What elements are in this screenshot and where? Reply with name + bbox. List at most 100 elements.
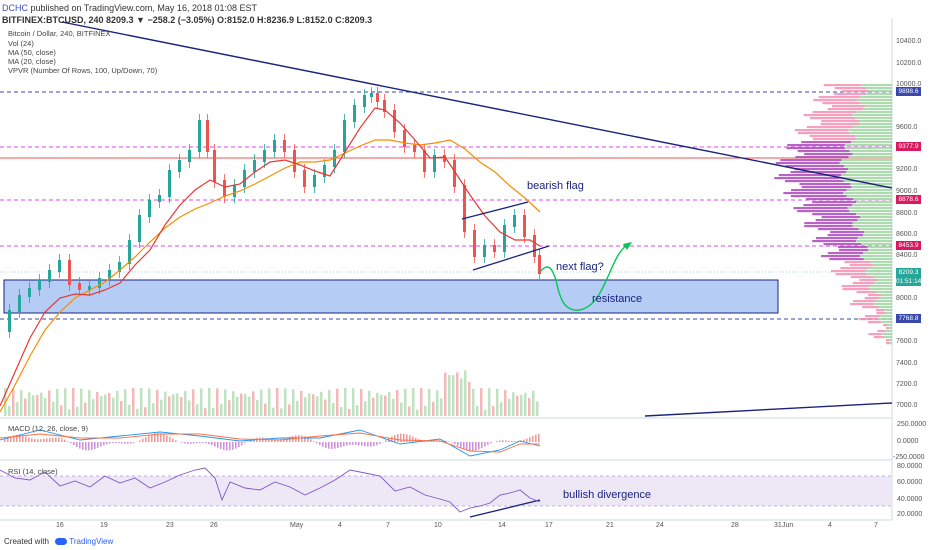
volume-bar (500, 402, 503, 416)
time-tick: May (290, 522, 304, 529)
time-tick: 31 (774, 522, 782, 529)
volume-bar (56, 388, 59, 416)
tradingview-brand-link[interactable]: TradingView (69, 537, 114, 546)
macd-histogram-bar (232, 442, 234, 450)
macd-histogram-bar (97, 442, 99, 448)
vpvr-bar-down (841, 285, 870, 288)
projection-path (539, 243, 629, 311)
macd-histogram-bar (151, 434, 153, 442)
volume-legend[interactable]: Vol (24) (8, 39, 34, 48)
bearish-flag-label[interactable]: bearish flag (527, 180, 584, 192)
vpvr-bar-up (879, 315, 892, 318)
ma20-legend[interactable]: MA (20, close) (8, 57, 56, 66)
macd-histogram-bar (19, 435, 21, 442)
macd-histogram-bar (481, 442, 483, 449)
macd-histogram-bar (496, 440, 498, 442)
macd-histogram-bar (79, 442, 81, 449)
candle-body (353, 105, 356, 122)
vpvr-bar-up (839, 162, 892, 165)
macd-histogram-bar (130, 442, 132, 444)
vpvr-bar-up (849, 210, 892, 213)
macd-histogram-bar (376, 442, 378, 446)
vpvr-bar-down (827, 108, 864, 111)
symbol-title[interactable]: Bitcoin / Dollar, 240, BITFINEX (8, 29, 111, 38)
candle-body (243, 170, 246, 187)
candle-body (58, 260, 61, 272)
created-with-text: Created with (4, 537, 49, 546)
macd-histogram-bar (271, 438, 273, 442)
macd-histogram-bar (211, 442, 213, 446)
macd-histogram-bar (7, 437, 9, 442)
rsi-band (0, 476, 892, 506)
volume-bar (172, 394, 175, 416)
macd-legend[interactable]: MACD (12, 26, close, 9) (8, 424, 89, 433)
volume-bar (36, 394, 39, 416)
vpvr-bar-down (833, 93, 866, 96)
time-tick: 21 (606, 522, 614, 529)
vpvr-bar-up (861, 243, 892, 246)
volume-bar (492, 406, 495, 416)
resistance-label[interactable]: resistance (592, 293, 643, 305)
ma50-legend[interactable]: MA (50, close) (8, 48, 56, 57)
vpvr-legend[interactable]: VPVR (Number Of Rows, 100, Up/Down, 70) (8, 66, 158, 75)
macd-histogram-bar (142, 438, 144, 442)
macd-histogram-bar (145, 437, 147, 442)
macd-histogram-bar (532, 435, 534, 442)
macd-histogram-bar (358, 442, 360, 446)
volume-bar (264, 403, 267, 416)
macd-histogram-bar (10, 436, 12, 442)
volume-bar (156, 389, 159, 416)
volume-bar (44, 398, 47, 416)
rsi-divergence-line[interactable] (469, 499, 541, 518)
vpvr-bar-up (839, 177, 892, 180)
price-tick: 8600.0 (896, 231, 918, 238)
volume-bar (32, 395, 35, 416)
macd-histogram-bar (67, 441, 69, 442)
volume-bar (164, 391, 167, 416)
volume-bar (160, 399, 163, 416)
volume-bar (112, 397, 115, 416)
vpvr-bar-up (843, 165, 892, 168)
volume-bar (204, 408, 207, 416)
rsi-legend[interactable]: RSI (14, close) (8, 467, 58, 476)
volume-bar (404, 388, 407, 416)
candle-body (533, 235, 536, 257)
macd-histogram-bar (280, 438, 282, 442)
price-tick: 7200.0 (896, 381, 918, 388)
resistance-zone[interactable] (3, 279, 779, 314)
vpvr-bar-up (848, 168, 892, 171)
vpvr-bar-down (830, 231, 865, 234)
volume-bar (444, 372, 447, 416)
next-flag-label[interactable]: next flag? (556, 261, 604, 273)
vpvr-bar-down (882, 324, 888, 327)
macd-histogram-bar (268, 438, 270, 442)
vpvr-bar-up (858, 96, 892, 99)
macd-histogram-bar (118, 442, 120, 444)
vpvr-bar-up (853, 198, 892, 201)
volume-bar (488, 388, 491, 416)
macd-histogram-bar (238, 442, 240, 448)
volume-bar (324, 399, 327, 416)
flag-upper-line[interactable] (461, 201, 529, 220)
descending-trendline[interactable] (61, 21, 893, 189)
flag-lower-line[interactable] (472, 245, 550, 271)
macd-histogram-bar (427, 440, 429, 442)
vpvr-bar-down (835, 273, 867, 276)
macd-histogram-bar (214, 442, 216, 447)
author-link[interactable]: DCHC (2, 3, 28, 13)
volume-bar (344, 388, 347, 416)
bullish-divergence-label[interactable]: bullish divergence (563, 489, 652, 501)
candle-body (98, 278, 101, 288)
candle-body (433, 155, 436, 172)
vpvr-bar-down (821, 120, 861, 123)
candle-body (538, 255, 541, 274)
volume-bar (196, 404, 199, 416)
macd-histogram-bar (505, 440, 507, 442)
macd-histogram-bar (223, 442, 225, 450)
vpvr-bar-down (797, 150, 850, 153)
macd-histogram-bar (529, 437, 531, 442)
ascending-trendline[interactable] (644, 402, 893, 417)
macd-histogram-bar (22, 435, 24, 442)
vpvr-bar-down (809, 135, 855, 138)
